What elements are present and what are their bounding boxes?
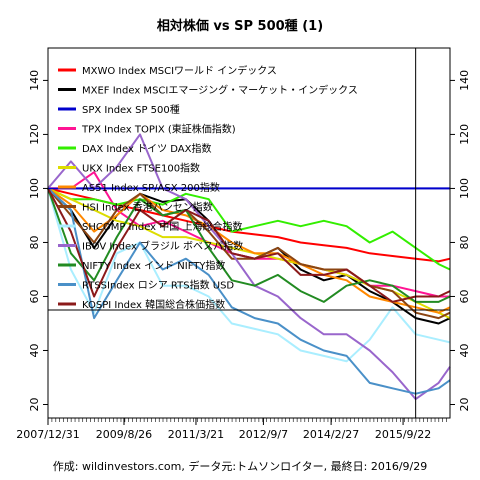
y-tick-label-right: 20	[458, 397, 471, 411]
chart-caption: 作成: wildinvestors.com, データ元:トムソンロイター, 最終…	[53, 459, 427, 473]
series-line-8	[47, 188, 451, 363]
y-tick-label-right: 120	[458, 124, 471, 145]
y-tick-label-left: 60	[28, 289, 41, 303]
series-line-11	[47, 187, 451, 395]
axes: 20 20 40 40 60 60 80 80 100 100 120 120 140 140 2007/1…	[16, 47, 471, 441]
legend-label-12: KOSPI Index 韓国総合株価指数	[82, 298, 225, 311]
y-tick-label-left: 80	[28, 235, 41, 249]
x-tick-label: 2007/12/31	[16, 428, 79, 441]
y-tick-label-left: 120	[28, 124, 41, 145]
series-line-4	[47, 187, 451, 271]
y-tick-label-right: 40	[458, 343, 471, 357]
y-tick-label-right: 140	[458, 70, 471, 91]
legend-label-3: TPX Index TOPIX (東証株価指数)	[81, 123, 236, 136]
x-tick-label: 2012/9/7	[239, 428, 288, 441]
series-layer	[47, 133, 451, 401]
legend-label-1: MXEF Index MSCIエマージング・マーケット・インデックス	[82, 84, 358, 97]
legend-label-8: SHCOMP Index 中国 上海総合指数	[82, 220, 242, 233]
reference-lines	[48, 48, 450, 418]
legend-label-4: DAX Index ドイツ DAX指数	[82, 142, 212, 155]
legend-label-9: IBOV Index ブラジル ボベスパ指数	[82, 240, 243, 253]
plot-frame	[47, 47, 451, 419]
series-line-12	[47, 187, 451, 303]
legend-label-10: NIFTY Index インド NIFTY指数	[82, 259, 226, 272]
x-tick-label: 2015/9/22	[375, 428, 431, 441]
legend-label-2: SPX Index SP 500種	[82, 103, 180, 116]
legend-label-6: AS51 Index SP/ASX 200指数	[82, 181, 220, 194]
chart-title: 相対株価 vs SP 500種 (1)	[157, 18, 323, 34]
y-tick-label-left: 140	[28, 70, 41, 91]
y-tick-label-left: 20	[28, 397, 41, 411]
legend-label-0: MXWO Index MSCIワールド インデックス	[82, 64, 277, 77]
y-tick-label-right: 100	[458, 178, 471, 199]
x-tick-label: 2011/3/21	[168, 428, 224, 441]
y-tick-label-left: 40	[28, 343, 41, 357]
x-tick-label: 2014/2/27	[303, 428, 359, 441]
legend: MXWO Index MSCIワールド インデックス MXEF Index MSC…	[58, 64, 358, 311]
legend-label-11: RTSSIndex ロシア RTS指数 USD	[82, 279, 234, 292]
legend-label-7: HSI Index 香港ハンセン指数	[82, 201, 213, 214]
legend-label-5: UKX Index FTSE100指数	[82, 162, 200, 175]
x-tick-label: 2009/8/26	[96, 428, 152, 441]
y-tick-label-right: 60	[458, 289, 471, 303]
y-tick-label-right: 80	[458, 235, 471, 249]
series-line-10	[47, 188, 451, 303]
y-tick-label-left: 100	[28, 178, 41, 199]
